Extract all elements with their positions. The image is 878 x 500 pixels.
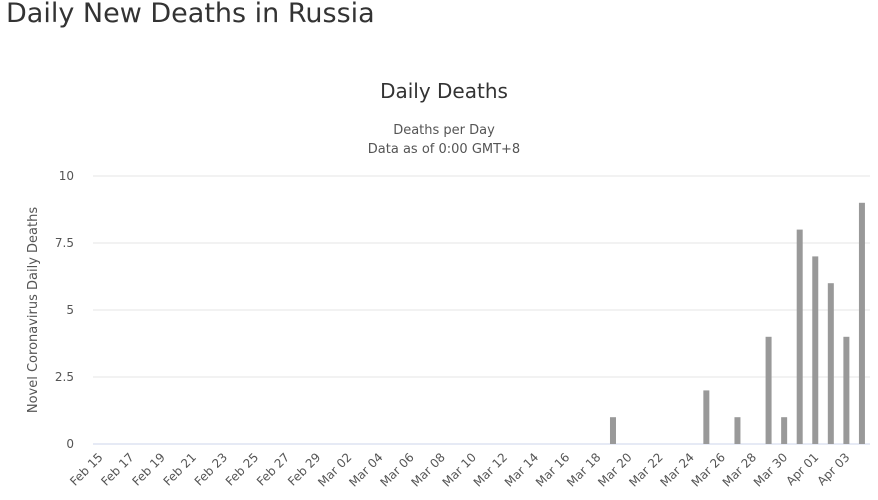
bar-apr-04[interactable]: [858, 202, 865, 444]
x-tick-label: Apr 01: [783, 450, 821, 488]
bar-mar-27[interactable]: [734, 417, 741, 444]
y-tick-label: 10: [59, 169, 74, 183]
x-tick-label: Apr 03: [814, 450, 852, 488]
chart-subtitle-1: Deaths per Day: [393, 123, 495, 138]
x-tick-label: Mar 12: [471, 450, 510, 489]
x-tick-label: Mar 28: [720, 450, 759, 489]
page-title: Daily New Deaths in Russia: [6, 0, 375, 29]
x-tick-label: Mar 06: [377, 450, 416, 489]
x-tick-label: Feb 19: [129, 450, 167, 488]
x-tick-label: Feb 17: [98, 450, 136, 488]
x-tick-label: Mar 08: [409, 450, 448, 489]
x-tick-label: Mar 30: [751, 450, 790, 489]
x-tick-label: Mar 18: [564, 450, 603, 489]
x-tick-label: Mar 16: [533, 450, 572, 489]
x-tick-label: Mar 26: [689, 450, 728, 489]
bar-mar-19[interactable]: [609, 417, 616, 444]
bar-apr-02[interactable]: [827, 283, 834, 444]
x-tick-label: Mar 20: [595, 450, 634, 489]
y-tick-label: 5: [66, 303, 74, 317]
bar-mar-31[interactable]: [796, 229, 803, 444]
bar-mar-30[interactable]: [781, 417, 788, 444]
y-tick-label: 7.5: [55, 236, 74, 250]
x-tick-label: Mar 22: [626, 450, 665, 489]
chart-title: Daily Deaths: [380, 79, 508, 103]
bar-mar-29[interactable]: [765, 336, 772, 444]
x-tick-label: Mar 24: [657, 450, 696, 489]
x-tick-label: Mar 10: [440, 450, 479, 489]
y-tick-label: 2.5: [55, 370, 74, 384]
y-tick-label: 0: [66, 437, 74, 451]
x-tick-label: Mar 04: [346, 450, 385, 489]
x-tick-label: Mar 02: [315, 450, 354, 489]
bar-apr-03[interactable]: [843, 336, 850, 444]
x-tick-label: Mar 14: [502, 450, 541, 489]
x-tick-label: Feb 21: [161, 450, 199, 488]
y-axis-label: Novel Coronavirus Daily Deaths: [26, 207, 41, 413]
bar-mar-25[interactable]: [703, 390, 710, 444]
bar-apr-01[interactable]: [812, 256, 819, 444]
x-tick-label: Feb 23: [192, 450, 230, 488]
x-tick-label: Feb 15: [67, 450, 105, 488]
chart-subtitle-2: Data as of 0:00 GMT+8: [368, 142, 520, 157]
x-tick-label: Feb 27: [254, 450, 292, 488]
x-tick-label: Feb 25: [223, 450, 261, 488]
